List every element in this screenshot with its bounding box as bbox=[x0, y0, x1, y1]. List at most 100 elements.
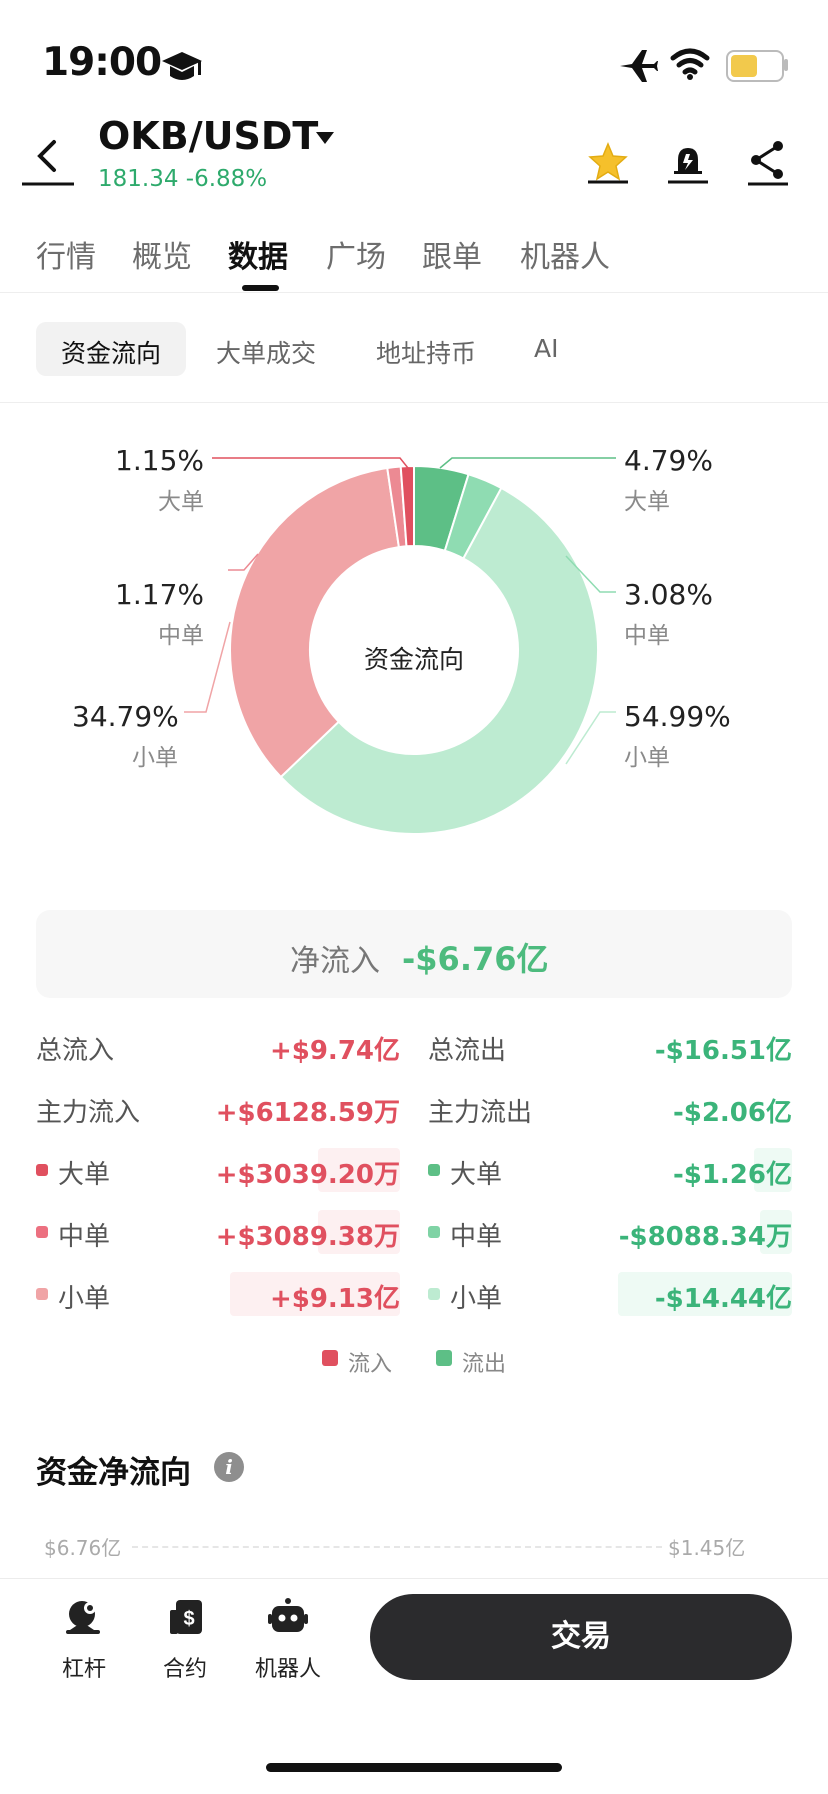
in-medium-pct: 1.17% bbox=[115, 578, 204, 611]
out-large-row-label: 大单 bbox=[450, 1160, 503, 1190]
in-large-pct: 1.15% bbox=[115, 444, 204, 477]
robot-icon[interactable] bbox=[266, 1596, 310, 1640]
info-icon[interactable]: i bbox=[214, 1452, 244, 1482]
in-small-label: 小单 bbox=[132, 745, 178, 771]
net-inflow-value: -$6.76亿 bbox=[402, 940, 549, 978]
donut-segment-in-large bbox=[399, 464, 415, 548]
out-small-pct: 54.99% bbox=[624, 700, 731, 733]
leader-line-in-small bbox=[184, 621, 231, 713]
out-medium-pct: 3.08% bbox=[624, 578, 713, 611]
contract-icon[interactable]: $ bbox=[164, 1596, 208, 1640]
price-change: 181.34 -6.88% bbox=[98, 166, 268, 192]
leverage-icon[interactable] bbox=[62, 1596, 106, 1640]
home-indicator[interactable] bbox=[266, 1763, 562, 1772]
in-small-dot bbox=[36, 1288, 48, 1300]
total-inflow-label: 总流入 bbox=[36, 1036, 115, 1066]
total-outflow-label: 总流出 bbox=[428, 1036, 507, 1066]
wifi-icon bbox=[670, 48, 710, 80]
tab-copy-trading[interactable]: 跟单 bbox=[422, 240, 482, 275]
tab-market[interactable]: 行情 bbox=[36, 240, 96, 275]
main-outflow-label: 主力流出 bbox=[428, 1098, 533, 1128]
net-flow-right-axis-label: $1.45亿 bbox=[668, 1536, 746, 1560]
out-large-bar bbox=[754, 1148, 792, 1192]
subtab-ai[interactable]: AI bbox=[534, 334, 559, 363]
legend-outflow-swatch bbox=[436, 1350, 452, 1366]
in-large-label: 大单 bbox=[158, 489, 204, 515]
in-large-row-label: 大单 bbox=[58, 1160, 111, 1190]
leverage-label[interactable]: 杠杆 bbox=[61, 1657, 106, 1682]
net-flow-section-title: 资金净流向 bbox=[36, 1455, 191, 1491]
net-flow-dashed-line bbox=[132, 1546, 662, 1548]
subtab-active-bg[interactable] bbox=[36, 322, 186, 376]
in-medium-bar bbox=[318, 1210, 400, 1254]
battery-cap bbox=[784, 59, 788, 71]
subtab-capital-flow[interactable]: 资金流向 bbox=[60, 339, 161, 368]
out-medium-dot bbox=[428, 1226, 440, 1238]
in-small-row-value: +$9.13亿 bbox=[269, 1284, 400, 1314]
graduation-cap-icon bbox=[162, 52, 202, 80]
price-alert-bell-icon[interactable] bbox=[664, 138, 712, 186]
in-small-pct: 34.79% bbox=[72, 700, 179, 733]
net-inflow-box bbox=[36, 910, 792, 998]
capital-flow-donut-chart bbox=[184, 457, 616, 835]
out-large-dot bbox=[428, 1164, 440, 1176]
out-small-row-label: 小单 bbox=[450, 1284, 503, 1314]
active-tab-indicator bbox=[242, 285, 279, 291]
svg-text:$: $ bbox=[183, 1608, 194, 1630]
total-inflow-value: +$9.74亿 bbox=[269, 1036, 400, 1066]
leader-line-out-medium bbox=[565, 555, 616, 593]
leader-line-in-medium bbox=[228, 553, 259, 571]
legend-outflow-label: 流出 bbox=[462, 1352, 507, 1377]
donut-segment-in-small bbox=[229, 466, 401, 779]
out-large-label: 大单 bbox=[624, 489, 670, 515]
leader-line-out-large bbox=[439, 457, 616, 469]
airplane-icon bbox=[620, 50, 658, 82]
donut-segment-out-small bbox=[279, 486, 599, 835]
in-medium-label: 中单 bbox=[158, 623, 204, 649]
dropdown-caret-icon[interactable] bbox=[314, 130, 336, 146]
tab-bots[interactable]: 机器人 bbox=[520, 240, 610, 275]
bot-label[interactable]: 机器人 bbox=[254, 1657, 321, 1682]
out-small-row-value: -$14.44亿 bbox=[654, 1284, 792, 1314]
legend-inflow-swatch bbox=[322, 1350, 338, 1366]
in-small-row-label: 小单 bbox=[58, 1284, 111, 1314]
leader-line-in-large bbox=[212, 457, 409, 469]
subtab-large-trades[interactable]: 大单成交 bbox=[216, 339, 317, 368]
tab-overview[interactable]: 概览 bbox=[132, 240, 192, 275]
out-large-row-value: -$1.26亿 bbox=[672, 1160, 792, 1190]
in-large-row-value: +$3039.20万 bbox=[215, 1160, 400, 1190]
in-medium-row-label: 中单 bbox=[58, 1222, 111, 1252]
tab-data[interactable]: 数据 bbox=[228, 240, 288, 275]
total-outflow-value: -$16.51亿 bbox=[654, 1036, 792, 1066]
in-small-bar bbox=[230, 1272, 400, 1316]
out-large-pct: 4.79% bbox=[624, 444, 713, 477]
out-medium-bar bbox=[760, 1210, 792, 1254]
status-time: 19:00 bbox=[42, 40, 162, 85]
donut-center-label: 资金流向 bbox=[363, 645, 464, 674]
back-arrow-icon[interactable] bbox=[22, 138, 78, 188]
share-icon[interactable] bbox=[744, 138, 792, 186]
in-medium-dot bbox=[36, 1226, 48, 1238]
legend-inflow-label: 流入 bbox=[348, 1352, 393, 1377]
out-medium-row-label: 中单 bbox=[450, 1222, 503, 1252]
main-outflow-value: -$2.06亿 bbox=[672, 1098, 792, 1128]
in-large-bar bbox=[318, 1148, 400, 1192]
battery-icon bbox=[726, 50, 784, 82]
subtab-address-holdings[interactable]: 地址持币 bbox=[376, 339, 477, 368]
out-small-label: 小单 bbox=[624, 745, 670, 771]
out-small-dot bbox=[428, 1288, 440, 1300]
out-small-bar bbox=[618, 1272, 792, 1316]
favorite-star-icon[interactable] bbox=[584, 138, 632, 186]
net-flow-left-axis-label: $6.76亿 bbox=[44, 1536, 122, 1560]
divider bbox=[0, 402, 828, 403]
trading-pair-title[interactable]: OKB/USDT bbox=[98, 114, 319, 158]
out-medium-label: 中单 bbox=[624, 623, 670, 649]
net-inflow-label: 净流入 bbox=[290, 944, 380, 979]
contract-label[interactable]: 合约 bbox=[162, 1657, 207, 1682]
tab-square[interactable]: 广场 bbox=[326, 240, 386, 275]
divider bbox=[0, 292, 828, 293]
main-inflow-label: 主力流入 bbox=[36, 1098, 141, 1128]
trade-button[interactable]: 交易 bbox=[370, 1594, 792, 1680]
in-large-dot bbox=[36, 1164, 48, 1176]
main-inflow-value: +$6128.59万 bbox=[215, 1098, 400, 1128]
